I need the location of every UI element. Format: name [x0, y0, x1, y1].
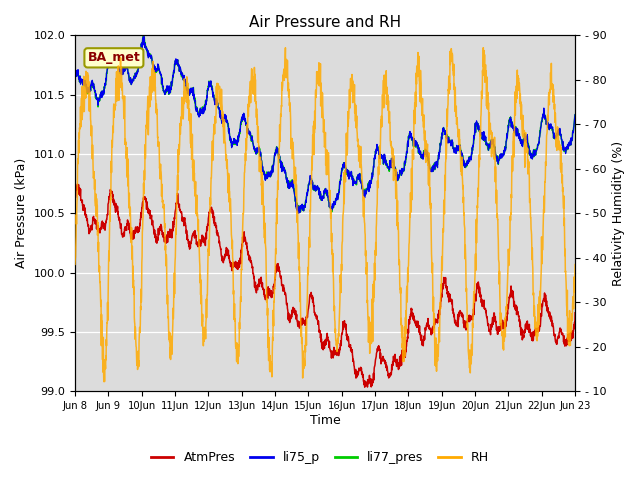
- Y-axis label: Air Pressure (kPa): Air Pressure (kPa): [15, 158, 28, 268]
- Title: Air Pressure and RH: Air Pressure and RH: [249, 15, 401, 30]
- Text: BA_met: BA_met: [88, 51, 140, 64]
- Y-axis label: Relativity Humidity (%): Relativity Humidity (%): [612, 141, 625, 286]
- Legend: AtmPres, li75_p, li77_pres, RH: AtmPres, li75_p, li77_pres, RH: [146, 446, 494, 469]
- X-axis label: Time: Time: [310, 414, 340, 427]
